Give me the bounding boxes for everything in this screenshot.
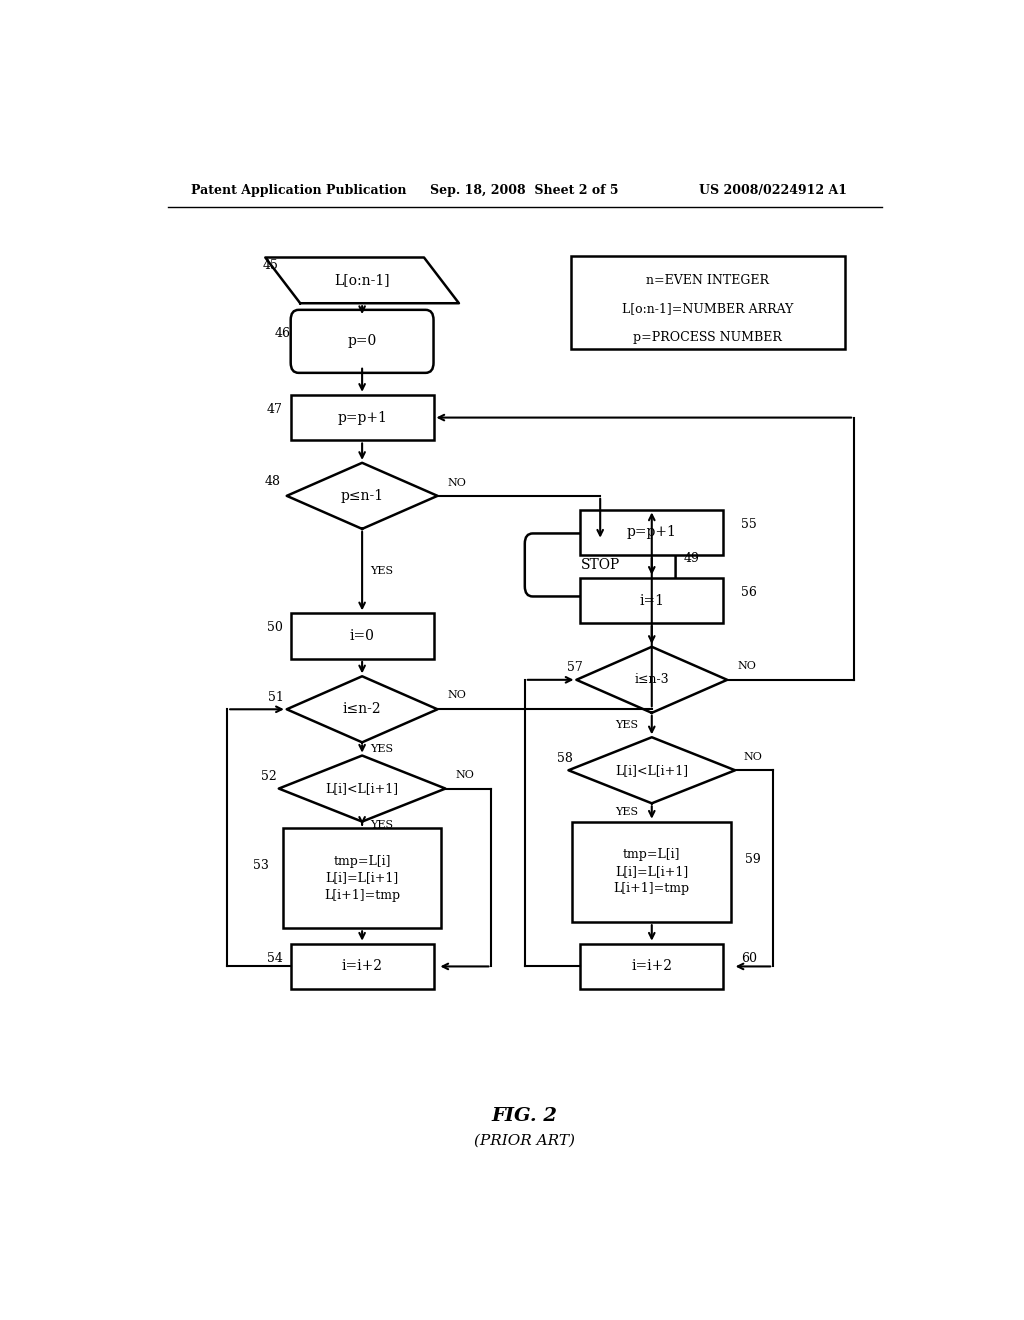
Text: p≤n-1: p≤n-1 bbox=[341, 488, 384, 503]
Bar bbox=[572, 821, 731, 923]
Text: NO: NO bbox=[743, 752, 762, 762]
Text: YES: YES bbox=[371, 566, 393, 576]
Text: tmp=L[i]
L[i]=L[i+1]
L[i+1]=tmp: tmp=L[i] L[i]=L[i+1] L[i+1]=tmp bbox=[613, 849, 690, 895]
Text: n=EVEN INTEGER: n=EVEN INTEGER bbox=[646, 273, 769, 286]
Text: 60: 60 bbox=[740, 952, 757, 965]
Text: L[i]<L[i+1]: L[i]<L[i+1] bbox=[326, 781, 398, 795]
Bar bbox=[581, 578, 723, 623]
Text: YES: YES bbox=[371, 744, 393, 754]
Text: FIG. 2: FIG. 2 bbox=[492, 1107, 558, 1125]
Text: p=p+1: p=p+1 bbox=[627, 525, 677, 540]
Text: 48: 48 bbox=[264, 475, 281, 488]
Bar bbox=[291, 614, 433, 659]
Text: NO: NO bbox=[456, 771, 475, 780]
Text: (PRIOR ART): (PRIOR ART) bbox=[474, 1134, 575, 1147]
Bar bbox=[283, 828, 441, 928]
Text: YES: YES bbox=[614, 808, 638, 817]
Text: Sep. 18, 2008  Sheet 2 of 5: Sep. 18, 2008 Sheet 2 of 5 bbox=[430, 183, 618, 197]
Text: p=0: p=0 bbox=[347, 334, 377, 348]
Text: NO: NO bbox=[737, 660, 757, 671]
Text: 59: 59 bbox=[745, 853, 761, 866]
Text: YES: YES bbox=[371, 820, 393, 830]
Text: NO: NO bbox=[447, 690, 467, 700]
Text: 51: 51 bbox=[268, 690, 285, 704]
Text: NO: NO bbox=[447, 478, 467, 487]
Text: L[o:n-1]=NUMBER ARRAY: L[o:n-1]=NUMBER ARRAY bbox=[622, 302, 794, 315]
Text: 45: 45 bbox=[263, 259, 279, 272]
Text: 50: 50 bbox=[267, 622, 283, 635]
Text: 47: 47 bbox=[267, 403, 283, 416]
Text: L[i]<L[i+1]: L[i]<L[i+1] bbox=[615, 764, 688, 776]
Text: Patent Application Publication: Patent Application Publication bbox=[191, 183, 407, 197]
Text: 53: 53 bbox=[253, 859, 268, 873]
Bar bbox=[291, 944, 433, 989]
Text: i=0: i=0 bbox=[349, 630, 375, 643]
Text: STOP: STOP bbox=[581, 558, 620, 572]
Text: 57: 57 bbox=[567, 661, 583, 675]
Text: 54: 54 bbox=[267, 952, 283, 965]
Bar bbox=[581, 944, 723, 989]
Text: L[o:n-1]: L[o:n-1] bbox=[334, 273, 390, 288]
Text: 46: 46 bbox=[274, 327, 291, 339]
Text: p=p+1: p=p+1 bbox=[337, 411, 387, 425]
Bar bbox=[570, 256, 845, 350]
Text: 56: 56 bbox=[740, 586, 757, 599]
Text: i=i+2: i=i+2 bbox=[631, 960, 673, 973]
Text: US 2008/0224912 A1: US 2008/0224912 A1 bbox=[699, 183, 848, 197]
Text: i=1: i=1 bbox=[639, 594, 665, 607]
FancyBboxPatch shape bbox=[291, 310, 433, 372]
FancyBboxPatch shape bbox=[524, 533, 676, 597]
Text: 58: 58 bbox=[556, 751, 572, 764]
Bar bbox=[581, 510, 723, 556]
Bar bbox=[291, 395, 433, 441]
Text: 49: 49 bbox=[684, 552, 699, 565]
Text: i≤n-3: i≤n-3 bbox=[635, 673, 669, 686]
Text: 52: 52 bbox=[261, 770, 276, 783]
Text: tmp=L[i]
L[i]=L[i+1]
L[i+1]=tmp: tmp=L[i] L[i]=L[i+1] L[i+1]=tmp bbox=[324, 854, 400, 902]
Text: i=i+2: i=i+2 bbox=[342, 960, 383, 973]
Text: YES: YES bbox=[614, 719, 638, 730]
Text: i≤n-2: i≤n-2 bbox=[343, 702, 381, 717]
Text: 55: 55 bbox=[740, 517, 757, 531]
Text: p=PROCESS NUMBER: p=PROCESS NUMBER bbox=[633, 331, 782, 343]
